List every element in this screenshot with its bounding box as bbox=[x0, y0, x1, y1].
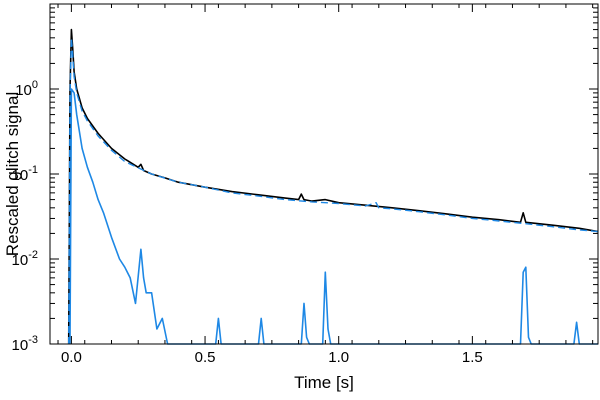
series-line-1 bbox=[68, 37, 599, 345]
x-tick-label: 0.0 bbox=[61, 349, 82, 366]
x-axis-label: Time [s] bbox=[294, 373, 354, 392]
y-tick-label: 10-2 bbox=[12, 249, 38, 269]
series-line-2 bbox=[69, 88, 598, 345]
y-tick-label: 10-3 bbox=[12, 334, 38, 354]
x-tick-label: 1.0 bbox=[328, 349, 349, 366]
x-tick-label: 1.5 bbox=[462, 349, 483, 366]
y-tick-label: 10-1 bbox=[12, 164, 38, 184]
series-layer bbox=[67, 28, 599, 345]
y-tick-label: 100 bbox=[15, 79, 38, 99]
x-tick-label: 0.5 bbox=[195, 349, 216, 366]
series-line-0 bbox=[67, 28, 599, 345]
ticks-layer: 0.0 0.5 1.0 1.5 10-3 10-2 10-1 100 bbox=[12, 4, 598, 366]
y-axis-label: Rescaled glitch signal bbox=[3, 92, 22, 256]
